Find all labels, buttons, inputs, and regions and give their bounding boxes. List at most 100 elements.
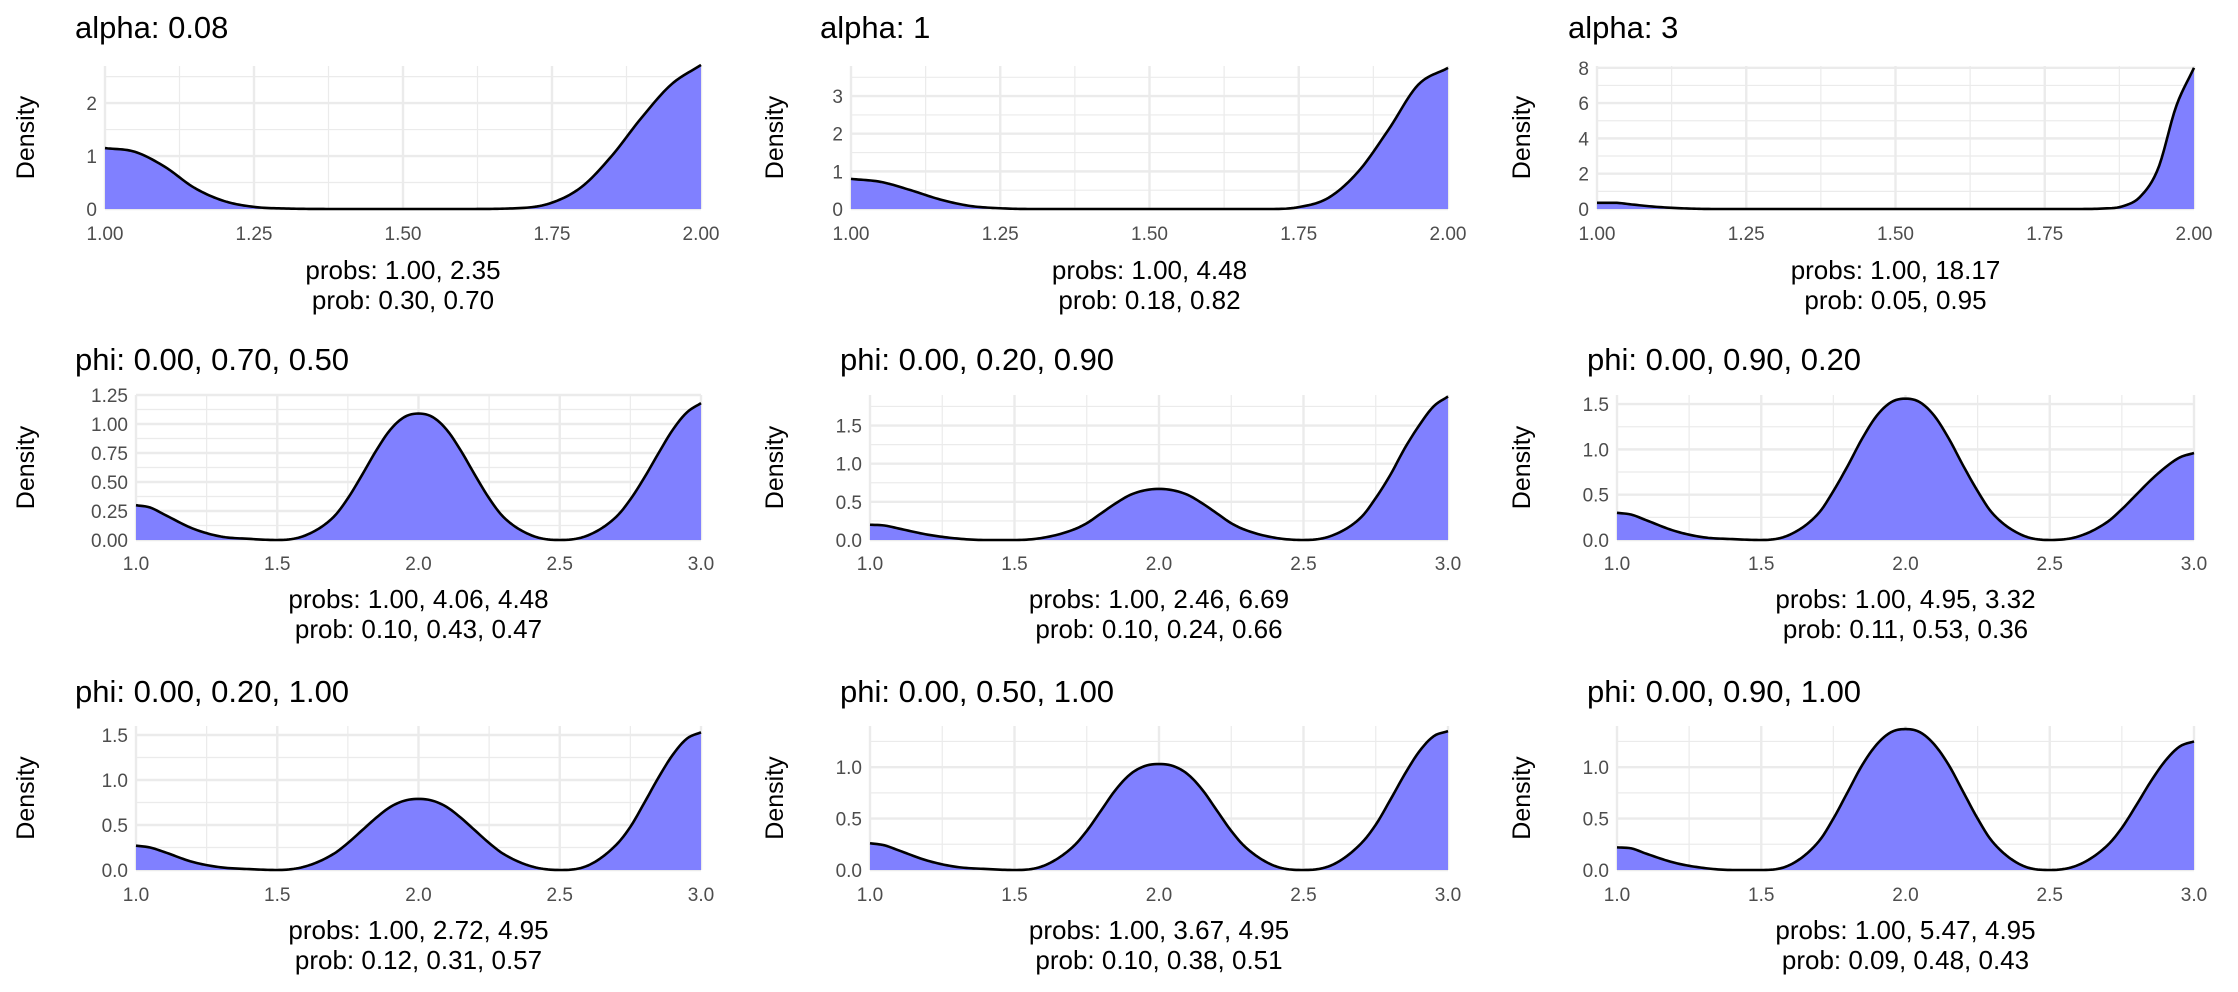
x-tick-label: 1.25	[982, 224, 1019, 245]
y-tick-label: 0.25	[91, 502, 128, 523]
x-tick-label: 2.0	[1146, 885, 1172, 906]
y-tick-label: 1.5	[836, 417, 862, 438]
density-area	[870, 731, 1448, 870]
y-tick-label: 1.5	[1583, 395, 1609, 416]
density-line	[1616, 727, 2195, 872]
x-tick-label: 1.0	[1604, 885, 1630, 906]
x-tick-label: 2.00	[683, 224, 720, 245]
x-caption-probs: probs: 1.00, 3.67, 4.95	[1029, 915, 1289, 945]
y-tick-label: 1.0	[1583, 758, 1609, 779]
x-caption-prob: prob: 0.10, 0.24, 0.66	[1035, 614, 1282, 644]
y-tick-label: 1.0	[836, 758, 862, 779]
y-tick-label: 0.0	[1583, 861, 1609, 882]
y-tick-label: 0.5	[102, 816, 128, 837]
density-line	[869, 729, 1449, 872]
x-tick-label: 1.25	[1728, 224, 1765, 245]
x-tick-label: 2.5	[547, 885, 573, 906]
density-area	[1617, 729, 2194, 870]
x-tick-label: 1.75	[1280, 224, 1317, 245]
y-axis-label: Density	[1508, 425, 1536, 509]
x-tick-label: 2.5	[2037, 554, 2063, 575]
x-tick-label: 3.0	[688, 885, 714, 906]
panel-title: phi: 0.00, 0.90, 1.00	[1587, 674, 1861, 709]
panel-9: 1.0 1.5 2.0 2.5 3.0 0.0 0.5 1.0 phi: 0.00, 0.90,…	[1508, 674, 2207, 975]
x-tick-label: 3.0	[2181, 885, 2207, 906]
y-axis-label: Density	[1508, 95, 1536, 179]
x-tick-label: 1.5	[264, 554, 290, 575]
x-tick-label: 1.75	[2026, 224, 2063, 245]
y-tick-label: 1.0	[102, 771, 128, 792]
x-tick-label: 1.0	[123, 554, 149, 575]
x-tick-label: 1.00	[1579, 224, 1616, 245]
y-axis-label: Density	[761, 425, 789, 509]
panel-title: phi: 0.00, 0.90, 0.20	[1587, 342, 1861, 377]
y-tick-label: 0.5	[1583, 810, 1609, 831]
x-caption-probs: probs: 1.00, 18.17	[1791, 255, 2001, 285]
panel-title: phi: 0.00, 0.20, 1.00	[75, 674, 349, 709]
x-tick-label: 1.75	[534, 224, 571, 245]
y-axis-label: Density	[12, 425, 40, 509]
x-tick-label: 2.5	[2037, 885, 2063, 906]
y-tick-label: 8	[1578, 59, 1589, 80]
x-caption-probs: probs: 1.00, 5.47, 4.95	[1775, 915, 2035, 945]
x-tick-label: 2.5	[547, 554, 573, 575]
panel-title: phi: 0.00, 0.70, 0.50	[75, 342, 349, 377]
y-tick-label: 0.0	[102, 861, 128, 882]
density-area	[136, 732, 701, 870]
panel-title: phi: 0.00, 0.50, 1.00	[840, 674, 1114, 709]
y-axis-label: Density	[761, 756, 789, 840]
density-area	[1617, 398, 2194, 540]
y-tick-label: 1	[86, 147, 97, 168]
x-caption-prob: prob: 0.10, 0.38, 0.51	[1035, 945, 1282, 975]
x-caption-probs: probs: 1.00, 2.35	[305, 255, 500, 285]
x-tick-label: 2.00	[1430, 224, 1467, 245]
y-tick-label: 0.0	[836, 861, 862, 882]
y-tick-label: 0.5	[836, 810, 862, 831]
density-line	[1616, 397, 2195, 542]
x-tick-label: 1.5	[1748, 554, 1774, 575]
x-tick-label: 2.0	[1146, 554, 1172, 575]
density-area	[105, 64, 701, 209]
x-caption-probs: probs: 1.00, 4.48	[1052, 255, 1247, 285]
y-tick-label: 3	[832, 87, 843, 108]
x-tick-label: 1.50	[1131, 224, 1168, 245]
x-caption-probs: probs: 1.00, 2.46, 6.69	[1029, 584, 1289, 614]
x-caption-prob: prob: 0.18, 0.82	[1058, 285, 1240, 315]
x-tick-label: 1.5	[1748, 885, 1774, 906]
x-caption-probs: probs: 1.00, 2.72, 4.95	[288, 915, 548, 945]
density-area	[136, 403, 701, 540]
y-axis-label: Density	[12, 756, 40, 840]
y-tick-label: 0	[86, 200, 97, 221]
x-tick-label: 1.25	[236, 224, 273, 245]
x-tick-label: 1.50	[385, 224, 422, 245]
y-tick-label: 0.0	[836, 531, 862, 552]
y-axis-label: Density	[12, 95, 40, 179]
x-tick-label: 1.50	[1877, 224, 1914, 245]
x-tick-label: 1.00	[833, 224, 870, 245]
panel-title: alpha: 1	[820, 10, 930, 45]
x-tick-label: 1.5	[264, 885, 290, 906]
grid-lines	[1595, 66, 2196, 211]
density-line	[850, 66, 1449, 211]
y-tick-label: 1	[832, 162, 843, 183]
panel-2: 1.00 1.25 1.50 1.75 2.00 0 1 2 3 alpha: 1 Density p…	[761, 10, 1466, 315]
y-tick-label: 1.0	[1583, 440, 1609, 461]
y-tick-label: 2	[832, 125, 843, 146]
x-tick-label: 2.0	[1892, 554, 1918, 575]
x-tick-label: 1.00	[87, 224, 124, 245]
y-tick-label: 2	[1578, 165, 1589, 186]
x-tick-label: 1.5	[1001, 554, 1027, 575]
x-tick-label: 2.0	[1892, 885, 1918, 906]
x-tick-label: 1.5	[1001, 885, 1027, 906]
y-tick-label: 0.0	[1583, 531, 1609, 552]
density-line	[104, 63, 702, 211]
y-tick-label: 1.5	[102, 726, 128, 747]
y-axis-label: Density	[761, 95, 789, 179]
y-tick-label: 1.00	[91, 415, 128, 436]
panel-title: alpha: 3	[1568, 10, 1678, 45]
y-tick-label: 0	[1578, 200, 1589, 221]
density-line	[135, 402, 702, 542]
density-line	[1597, 67, 2196, 211]
x-tick-label: 3.0	[2181, 554, 2207, 575]
